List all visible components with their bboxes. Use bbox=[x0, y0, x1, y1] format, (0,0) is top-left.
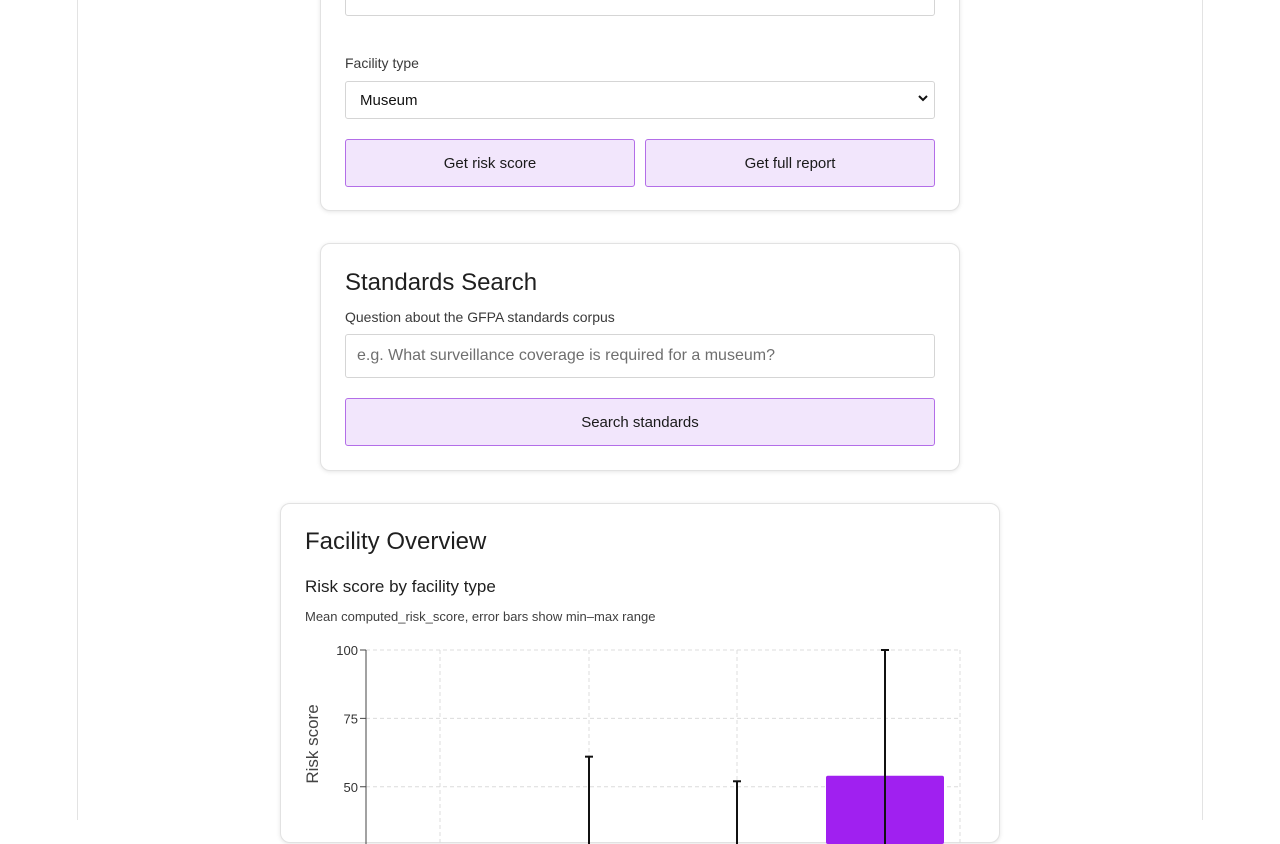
facility-type-label: Facility type bbox=[345, 55, 419, 71]
y-tick-label: 75 bbox=[344, 711, 358, 726]
facility-overview-card: Facility Overview Risk score by facility… bbox=[280, 503, 1000, 844]
risk-form-card: Facility type Museum Get risk score Get … bbox=[320, 0, 960, 211]
standards-search-title: Standards Search bbox=[345, 269, 538, 296]
facility-type-selected-value: Museum bbox=[360, 92, 418, 109]
facility-overview-title: Facility Overview bbox=[305, 528, 487, 555]
chevron-down-icon bbox=[918, 95, 928, 102]
get-risk-score-button[interactable]: Get risk score bbox=[345, 139, 635, 187]
standards-question-label: Question about the GFPA standards corpus bbox=[345, 309, 615, 325]
y-tick-label: 50 bbox=[344, 780, 358, 795]
y-axis-label: Risk score bbox=[303, 704, 322, 783]
chart-title: Risk score by facility type bbox=[305, 577, 496, 596]
standards-question-input[interactable] bbox=[345, 334, 935, 378]
get-full-report-button[interactable]: Get full report bbox=[645, 139, 935, 187]
chart-subtitle: Mean computed_risk_score, error bars sho… bbox=[305, 609, 656, 624]
risk-score-chart: 50 75 100 Risk score bbox=[303, 643, 961, 844]
standards-search-card: Standards Search Question about the GFPA… bbox=[320, 243, 960, 471]
facility-text-input[interactable] bbox=[345, 0, 935, 16]
y-tick-label: 100 bbox=[336, 643, 358, 658]
search-standards-button[interactable]: Search standards bbox=[345, 398, 935, 446]
facility-type-select[interactable]: Museum bbox=[345, 81, 935, 119]
